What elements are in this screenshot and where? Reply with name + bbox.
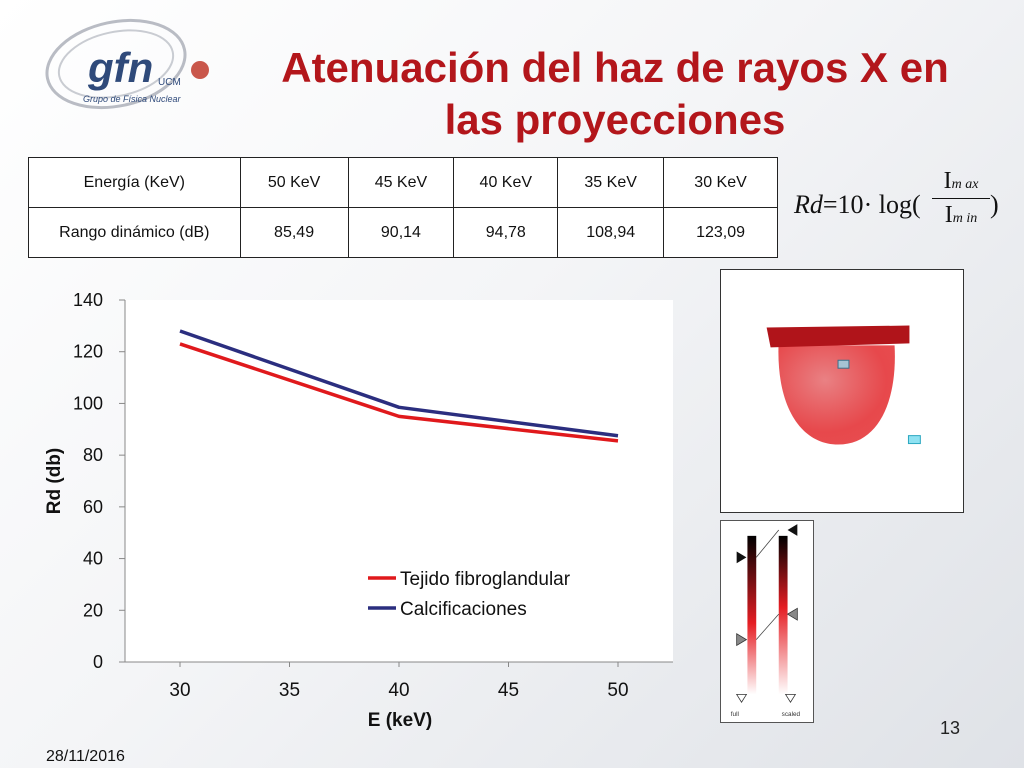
logo-caption: Grupo de Física Nuclear — [83, 94, 182, 104]
formula-log: log( — [878, 190, 921, 219]
page-number: 13 — [940, 718, 961, 738]
logo-sub: UCM — [158, 77, 181, 88]
table-cell: 45 KeV — [347, 157, 455, 208]
slide-title: Atenuación del haz de rayos X en las pro… — [230, 42, 1000, 146]
table-row: Rango dinámico (dB) 85,49 90,14 94,78 10… — [28, 207, 778, 258]
table-cell: 30 KeV — [663, 157, 778, 208]
roi-calcification — [837, 359, 850, 369]
roi-background — [907, 435, 921, 445]
table-cell: Rango dinámico (dB) — [28, 207, 241, 258]
scaled-bar — [778, 535, 788, 695]
logo-text: gfn — [87, 44, 153, 91]
legend-label: Calcificaciones — [400, 599, 527, 620]
y-tick-label: 60 — [83, 497, 103, 517]
y-axis-title: Rd (db) — [44, 448, 65, 514]
x-tick-label: 30 — [169, 680, 190, 701]
x-tick-label: 50 — [607, 680, 628, 701]
x-tick-label: 35 — [279, 680, 300, 701]
scale-label-full: full — [731, 711, 739, 718]
table-cell: 90,14 — [347, 207, 455, 258]
table-cell: 108,94 — [557, 207, 665, 258]
compression-plate — [766, 325, 910, 348]
plot-area — [125, 300, 673, 662]
y-tick-label: 20 — [83, 600, 103, 620]
rd-vs-energy-chart: 0 20 40 60 80 100 120 140 30 35 40 45 50 E (keV) Rd (d… — [44, 290, 673, 731]
series-line-tejido — [179, 342, 619, 443]
formula-eq: =10 — [822, 190, 864, 219]
y-tick-label: 0 — [93, 652, 103, 672]
formula-dot: · — [863, 190, 873, 219]
table-cell: Energía (KeV) — [28, 157, 241, 208]
y-tick-label: 120 — [73, 342, 103, 362]
title-line-2: las proyecciones — [444, 96, 786, 143]
dynamic-range-formula: Rd=10· log( Im ax Im in ) — [790, 168, 1010, 248]
formula-den-sub: m in — [952, 211, 978, 226]
energy-range-table: Energía (KeV) 50 KeV 45 KeV 40 KeV 35 Ke… — [28, 157, 778, 258]
x-axis-title: E (keV) — [368, 710, 432, 731]
phantom-image — [720, 269, 964, 513]
scale-label-scaled: scaled — [782, 711, 801, 718]
full-scale-bar — [747, 535, 757, 695]
formula-close: ) — [990, 190, 999, 219]
table-cell: 94,78 — [453, 207, 559, 258]
table-row: Energía (KeV) 50 KeV 45 KeV 40 KeV 35 Ke… — [28, 157, 778, 208]
table-cell: 50 KeV — [239, 157, 349, 208]
x-tick-label: 40 — [388, 680, 409, 701]
slide-date: 28/11/2016 — [46, 748, 125, 765]
x-tick-label: 45 — [498, 680, 519, 701]
table-cell: 35 KeV — [557, 157, 665, 208]
formula-num-i: I — [943, 168, 952, 194]
y-tick-label: 80 — [83, 445, 103, 465]
formula-lhs: Rd — [794, 190, 823, 219]
formula-num-sub: m ax — [951, 177, 979, 192]
y-tick-label: 40 — [83, 549, 103, 569]
table-cell: 40 KeV — [453, 157, 559, 208]
formula-fraction: Im ax Im in — [932, 168, 990, 229]
phantom-tissue — [778, 345, 895, 445]
y-tick-label: 140 — [73, 290, 103, 310]
formula-den-i: I — [944, 202, 953, 228]
table-cell: 123,09 — [663, 207, 778, 258]
legend-label: Tejido fibroglandular — [400, 569, 571, 590]
title-line-1: Atenuación del haz de rayos X en — [281, 44, 949, 91]
window-scale-widget: full scaled — [720, 520, 814, 723]
gfn-logo: gfn UCM Grupo de Física Nuclear — [45, 18, 209, 110]
table-cell: 85,49 — [239, 207, 349, 258]
series-line-calcificaciones — [179, 329, 619, 438]
y-tick-label: 100 — [73, 393, 103, 413]
